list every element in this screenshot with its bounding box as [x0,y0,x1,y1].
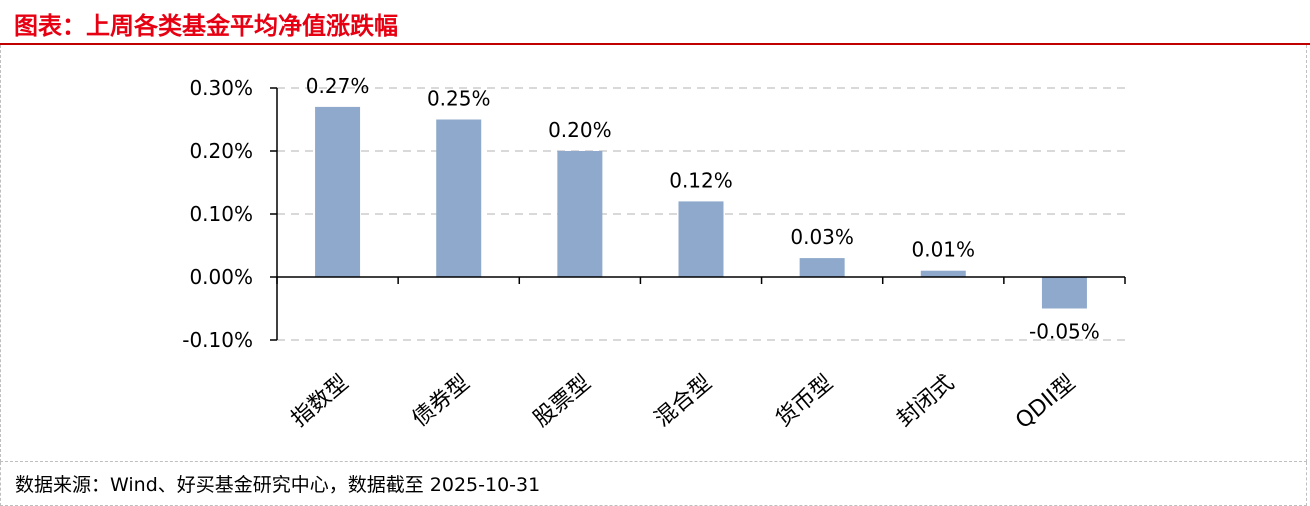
header-divider [0,43,1310,45]
y-tick-label: -0.10% [182,328,253,352]
category-label: QDII型 [1011,370,1080,434]
bars-layer [315,106,1087,309]
chart-frame [0,45,1307,462]
data-label: 0.01% [912,238,976,262]
bar [557,151,603,277]
source-note: 数据来源：Wind、好买基金研究中心，数据截至 2025-10-31 [15,474,541,496]
bar [678,201,724,277]
data-label: 0.27% [306,74,370,98]
data-label: 0.12% [669,168,733,192]
bar-chart: 0.30% 0.20% 0.10% 0.00% -0.10% 0.27% 指数型 0.25% 债… [182,74,1126,434]
bar [799,258,845,277]
category-label: 股票型 [529,370,596,432]
category-label: 指数型 [287,370,354,432]
y-tick-label: 0.00% [189,265,253,289]
data-label: -0.05% [1029,320,1100,344]
chart-title: 图表：上周各类基金平均净值涨跌幅 [14,12,398,40]
category-label: 债券型 [408,370,475,432]
data-label: 0.03% [790,225,854,249]
category-label: 混合型 [650,370,717,432]
category-label: 货币型 [771,370,838,432]
y-tick-label: 0.10% [189,202,253,226]
source-footer: 数据来源：Wind、好买基金研究中心，数据截至 2025-10-31 [0,462,1307,506]
bar [436,119,482,277]
y-tick-label: 0.20% [189,139,253,163]
data-label: 0.25% [427,87,491,111]
bar [315,106,361,278]
y-tick-label: 0.30% [189,76,253,100]
bar [920,270,966,277]
axis-layer [270,87,1126,341]
chart-header: 图表：上周各类基金平均净值涨跌幅 [0,0,1310,45]
data-label: 0.20% [548,118,612,142]
category-label: 封闭式 [893,370,960,432]
bar [1041,277,1087,309]
